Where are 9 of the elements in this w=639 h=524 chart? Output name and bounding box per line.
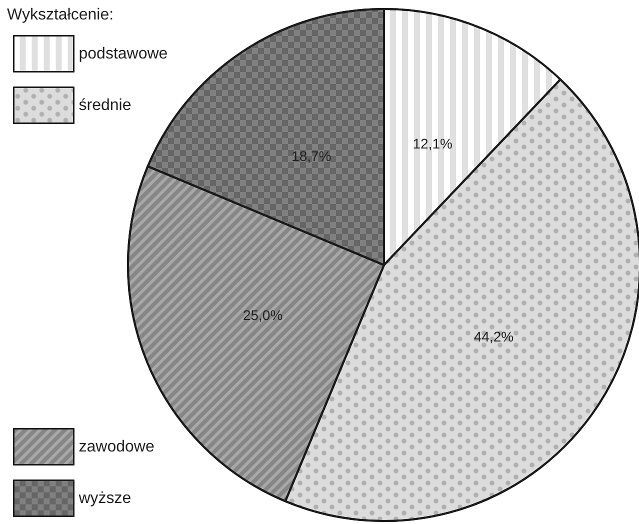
legend-label: wyższe [78, 490, 132, 507]
legend-label: średnie [78, 96, 132, 114]
legend-title: Wykształcenie: [7, 6, 114, 24]
data-label: 44,2% [474, 328, 514, 345]
data-label: 25,0% [242, 306, 283, 323]
data-label: 12,1% [412, 135, 452, 152]
legend-label: zawodowe [78, 438, 154, 456]
data-label: 18,7% [292, 148, 332, 164]
legend-label: podstawowe [78, 45, 168, 62]
